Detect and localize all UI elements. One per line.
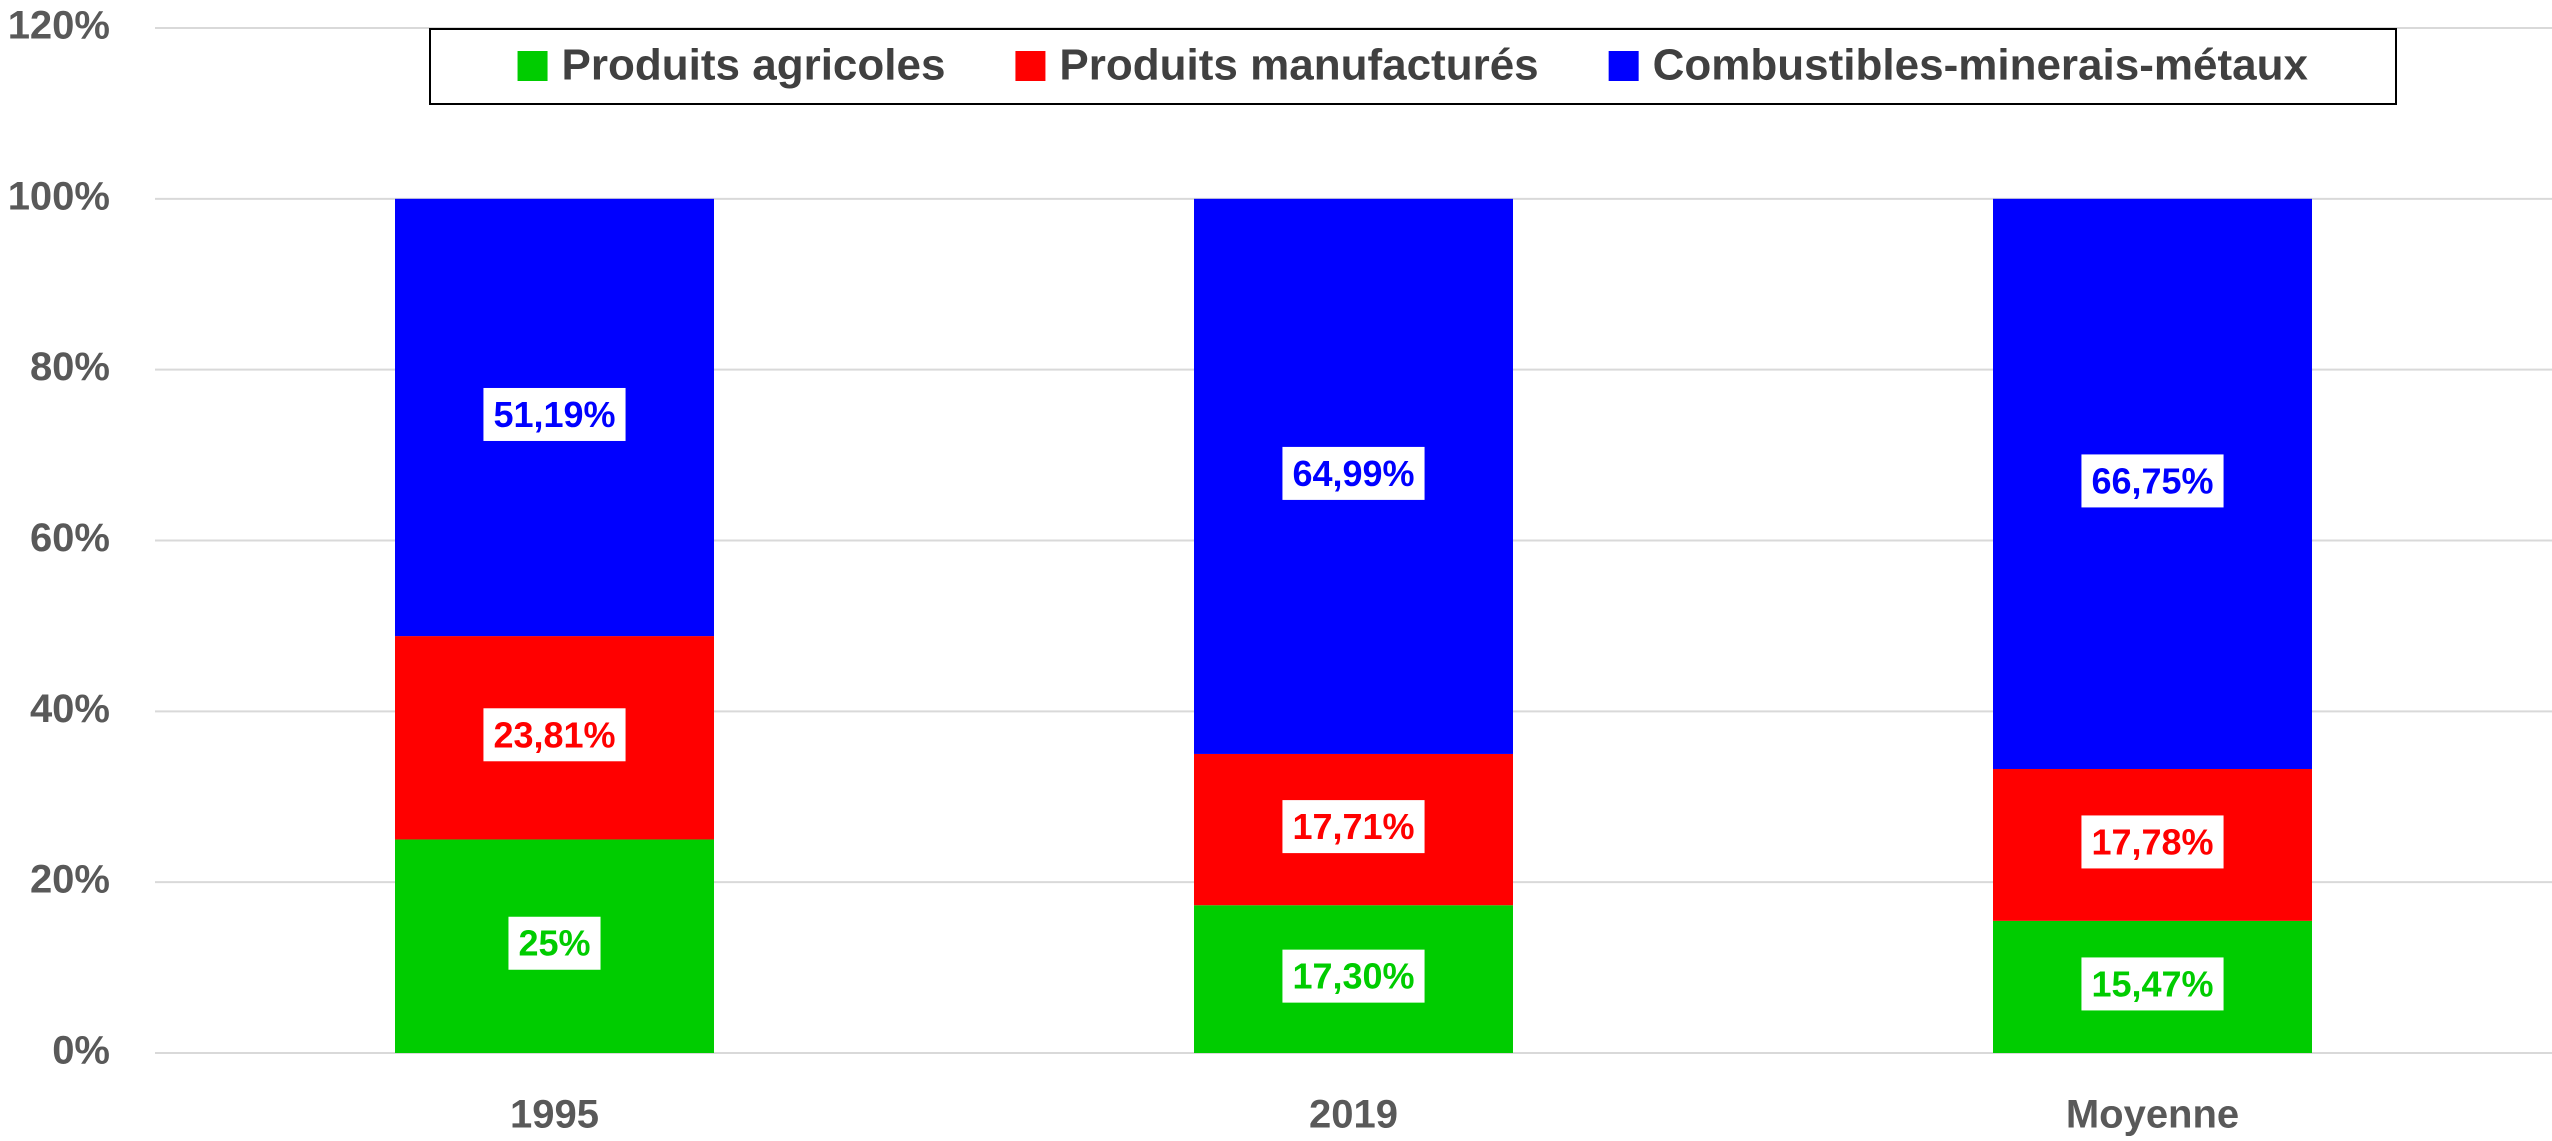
data-label: 17,71% (1292, 806, 1414, 847)
legend-swatch (1608, 51, 1639, 81)
data-label: 66,75% (2091, 460, 2213, 501)
y-tick-label: 0% (52, 1029, 110, 1073)
y-tick-label: 40% (30, 687, 110, 731)
x-tick-label: Moyenne (2066, 1093, 2239, 1137)
x-tick-label: 2019 (1309, 1093, 1398, 1137)
legend-item: Combustibles-minerais-métaux (1608, 41, 2309, 90)
data-label: 17,78% (2091, 821, 2213, 862)
y-tick-label: 100% (8, 174, 110, 218)
data-label: 15,47% (2091, 963, 2213, 1004)
data-label-bg (2081, 957, 2224, 1011)
legend-label: Produits agricoles (562, 41, 946, 90)
data-label: 25% (518, 923, 590, 964)
y-tick-label: 20% (30, 858, 110, 902)
data-label-bg (2081, 454, 2224, 508)
legend-item: Produits manufacturés (1015, 41, 1539, 90)
y-tick-label: 80% (30, 345, 110, 389)
data-label-bg (483, 708, 626, 762)
legend-item: Produits agricoles (517, 41, 946, 90)
data-label-bg (2081, 815, 2224, 869)
legend-label: Produits manufacturés (1059, 41, 1538, 90)
y-tick-label: 120% (8, 4, 110, 48)
legend-label: Combustibles-minerais-métaux (1653, 41, 2309, 90)
data-label-bg (1282, 949, 1425, 1003)
data-label-bg (508, 916, 601, 970)
data-label-bg (483, 387, 626, 441)
y-tick-label: 60% (30, 516, 110, 560)
x-tick-label: 1995 (510, 1093, 599, 1137)
legend-box (429, 28, 2397, 105)
data-label: 23,81% (493, 714, 615, 755)
data-label: 17,30% (1292, 956, 1414, 997)
legend-swatch (517, 51, 548, 81)
data-label-bg (1282, 446, 1425, 500)
data-label: 51,19% (493, 394, 615, 435)
data-label: 64,99% (1292, 453, 1414, 494)
legend-swatch (1015, 51, 1046, 81)
data-label-bg (1282, 800, 1425, 854)
